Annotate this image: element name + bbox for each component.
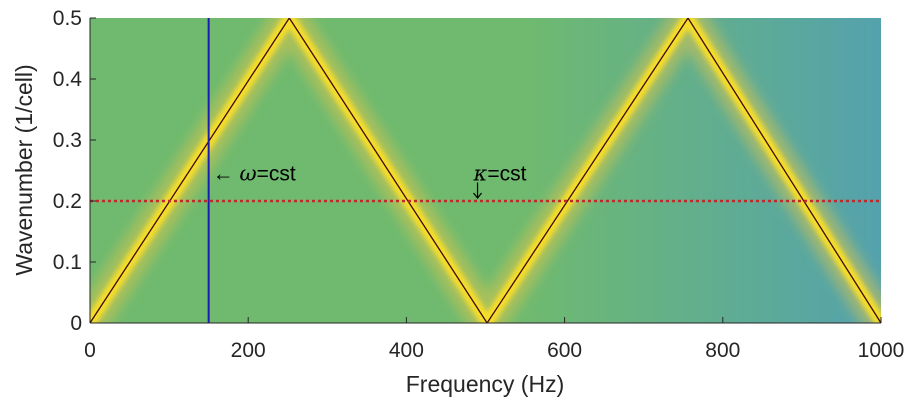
plot-area: [90, 18, 881, 323]
x-axis-title: Frequency (Hz): [406, 371, 564, 397]
heatmap-ridge: [90, 18, 881, 323]
annotation-omega-cst: ← ω=cst: [213, 162, 296, 186]
reference-lines: [90, 18, 881, 323]
x-tick-label: 1000: [858, 339, 905, 362]
axes: [89, 18, 881, 324]
y-tick-label: 0.5: [53, 7, 82, 30]
x-tick-label: 600: [547, 339, 582, 362]
x-tick-label: 400: [389, 339, 424, 362]
x-tick-label: 0: [84, 339, 96, 362]
y-tick-label: 0.1: [53, 251, 82, 274]
x-tick-label: 200: [231, 339, 266, 362]
x-tick-label: 800: [705, 339, 740, 362]
y-axis-title: Wavenumber (1/cell): [11, 64, 37, 275]
kappa-arrow-head: [473, 192, 483, 199]
heatmap-background: [90, 18, 881, 323]
y-ticks: 0 0.1 0.2 0.3 0.4 0.5: [53, 7, 96, 335]
annotation-kappa-cst: κ=cst: [473, 162, 527, 186]
y-tick-label: 0.3: [53, 129, 82, 152]
annotations: ← ω=cst κ=cst: [213, 162, 527, 199]
dispersion-curve: [90, 18, 881, 323]
x-ticks: 0 200 400 600 800 1000: [84, 317, 904, 362]
y-tick-label: 0: [70, 312, 82, 335]
y-tick-label: 0.2: [53, 190, 82, 213]
y-tick-label: 0.4: [53, 68, 83, 91]
